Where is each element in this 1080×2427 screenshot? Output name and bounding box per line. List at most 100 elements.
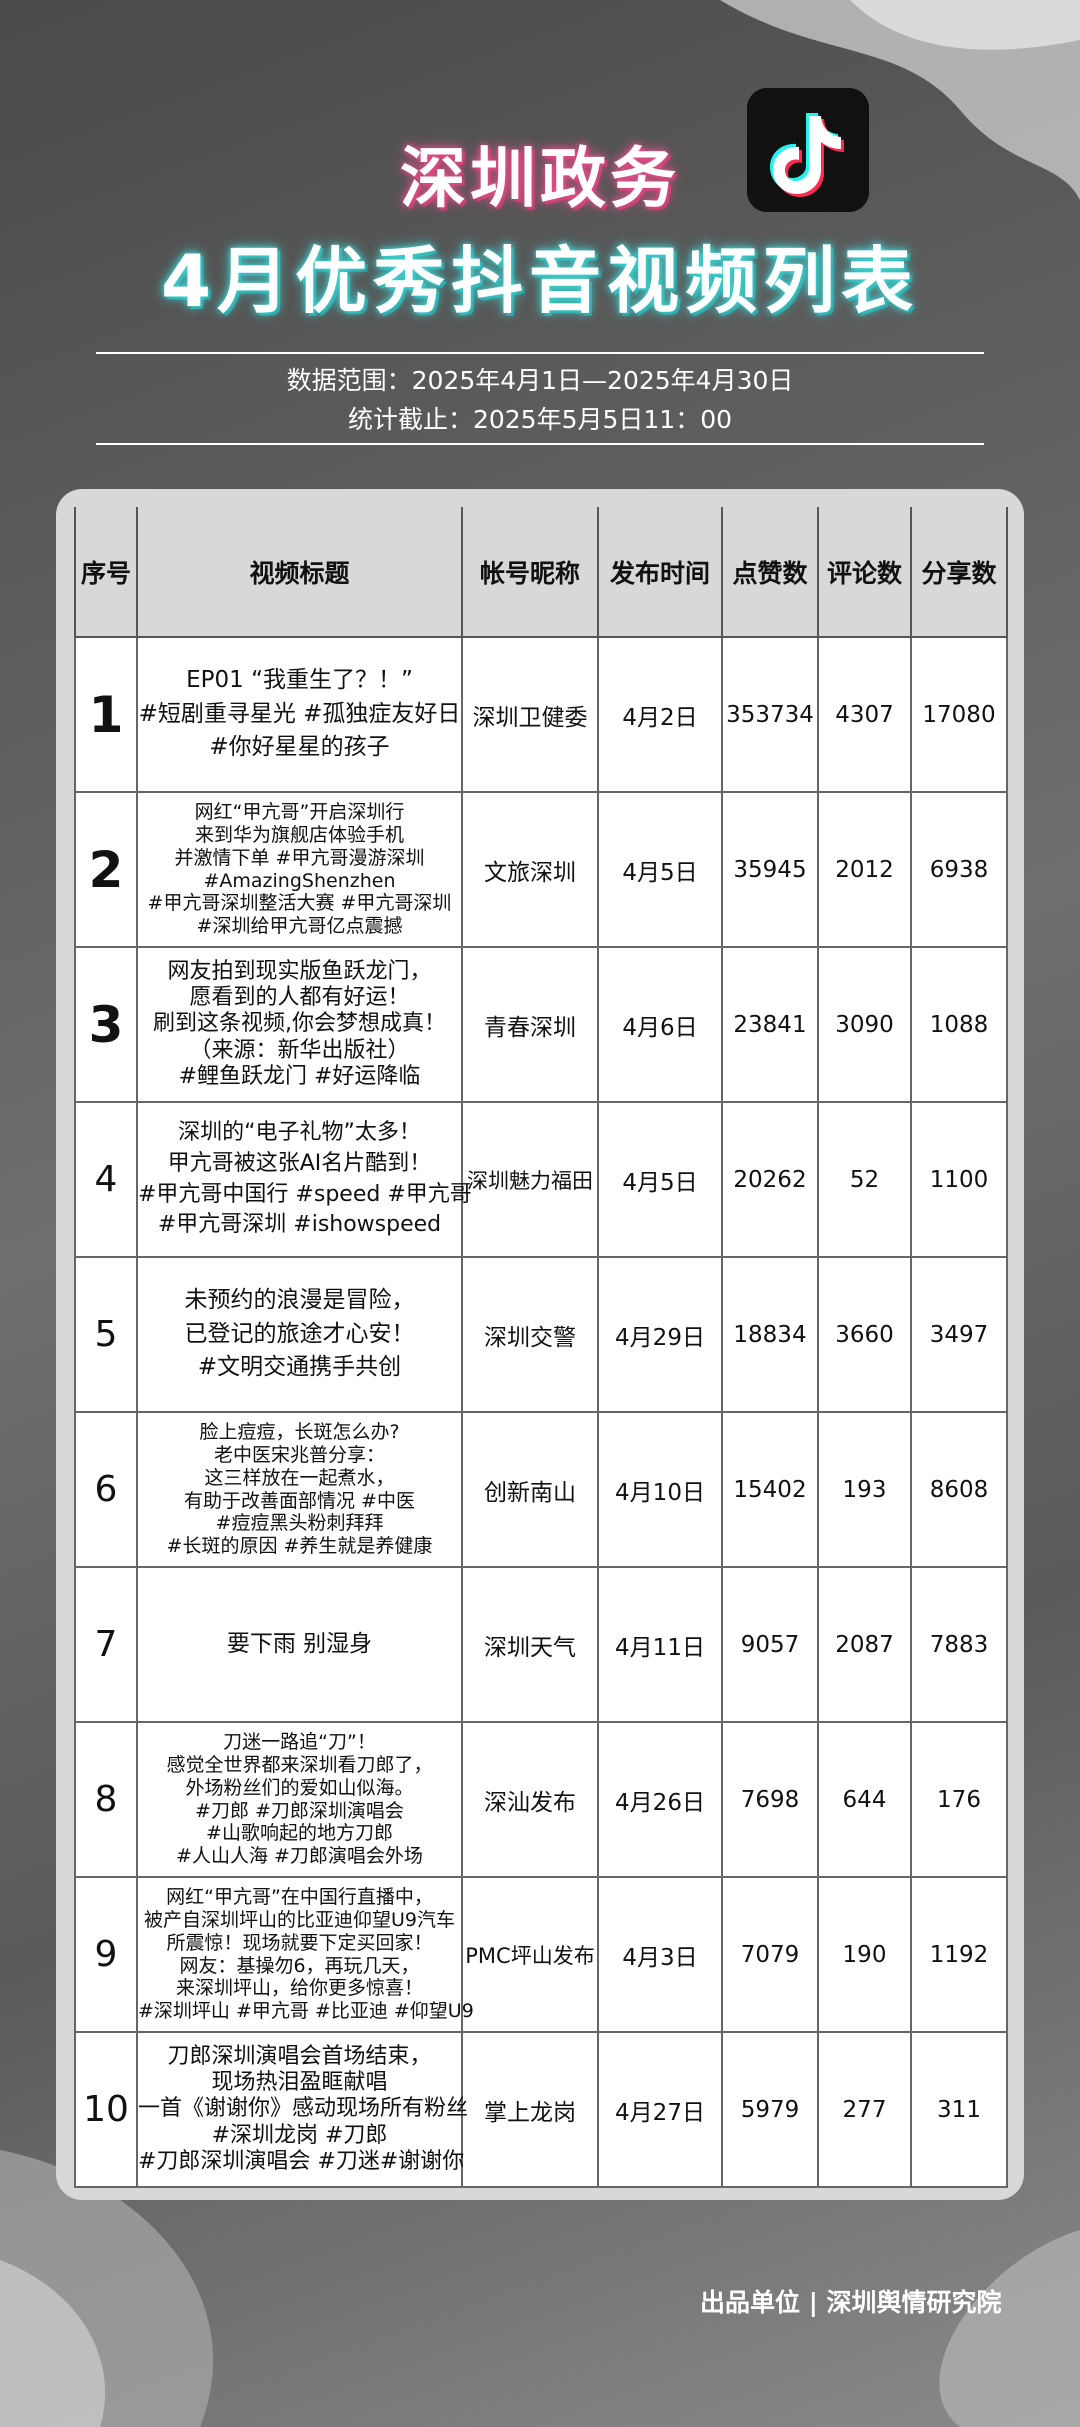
title-line: #人山人海 #刀郎演唱会外场	[176, 1845, 423, 1868]
comments: 52	[817, 1101, 912, 1258]
column-header: 发布时间	[597, 507, 723, 638]
shares: 7883	[910, 1566, 1008, 1723]
comments: 644	[817, 1721, 912, 1878]
title-line: #你好星星的孩子	[209, 734, 390, 761]
title-line: #山歌响起的地方刀郎	[206, 1822, 393, 1845]
account: 深圳魅力福田	[461, 1101, 599, 1258]
title-line: 网友拍到现实版鱼跃龙门，	[167, 958, 432, 984]
video-title: 深圳的“电子礼物”太多！ 甲亢哥被这张AI名片酷到！ #甲亢哥中国行 #speed …	[136, 1101, 472, 1258]
rank: 4	[74, 1101, 138, 1258]
account: 文旅深圳	[461, 791, 599, 948]
title-line: #深圳龙岗 #刀郎	[211, 2122, 388, 2148]
likes: 20262	[721, 1101, 819, 1258]
title-line: 网红“甲亢哥”开启深圳行	[194, 801, 405, 824]
video-title: 刀郎深圳演唱会首场结束， 现场热泪盈眶献唱 一首《谢谢你》感动现场所有粉丝 #深圳龙岗…	[136, 2031, 468, 2188]
title-line: 有助于改善面部情况 #中医	[184, 1489, 415, 1512]
comments: 3090	[817, 946, 912, 1103]
account: 深圳卫健委	[461, 636, 599, 793]
title-line: 刀郎深圳演唱会首场结束，	[167, 2043, 432, 2069]
rank: 6	[74, 1411, 138, 1568]
comments: 4307	[817, 636, 912, 793]
title-line: 未预约的浪漫是冒险，	[184, 1287, 415, 1314]
rank: 5	[74, 1256, 138, 1413]
table-row: 3 网友拍到现实版鱼跃龙门， 愿看到的人都有好运！ 刷到这条视频,你会梦想成真！ （来源…	[74, 946, 1008, 1103]
comments: 3660	[817, 1256, 912, 1413]
title-line1: 深圳政务	[400, 140, 680, 217]
title-line2: 4月优秀抖音视频列表	[160, 239, 920, 323]
title-line: 刀迷一路追“刀”！	[223, 1731, 376, 1754]
likes: 5979	[721, 2031, 819, 2188]
table-row: 6 脸上痘痘，长斑怎么办? 老中医宋兆普分享： 这三样放在一起煮水， 有助于改善面部情况…	[74, 1411, 1008, 1568]
video-title: 网红“甲亢哥”开启深圳行 来到华为旗舰店体验手机 并激情下单 #甲亢哥漫游深圳 #Am…	[136, 791, 463, 948]
date: 4月29日	[597, 1256, 723, 1413]
title-line: #AmazingShenzhen	[203, 869, 396, 892]
tiktok-icon	[747, 88, 869, 212]
account: 掌上龙岗	[461, 2031, 599, 2188]
shares: 1088	[910, 946, 1008, 1103]
date: 4月6日	[597, 946, 723, 1103]
title-line: EP01 “我重生了？！”	[186, 667, 413, 694]
shares: 1100	[910, 1101, 1008, 1258]
title-line: #文明交通携手共创	[197, 1354, 402, 1381]
title-line: 来到华为旗舰店体验手机	[194, 823, 404, 846]
title-line: #甲亢哥深圳整活大赛 #甲亢哥深圳	[147, 892, 452, 915]
date: 4月5日	[597, 791, 723, 948]
title-line: #刀郎深圳演唱会 #刀迷#谢谢你	[138, 2149, 465, 2175]
likes: 15402	[721, 1411, 819, 1568]
video-title: 要下雨 别湿身	[136, 1566, 463, 1723]
title-line: 来深圳坪山，给你更多惊喜！	[175, 1977, 423, 2000]
shares: 176	[910, 1721, 1008, 1878]
table-row: 5 未预约的浪漫是冒险， 已登记的旅途才心安！ #文明交通携手共创 深圳交警 4月29日 1…	[74, 1256, 1008, 1413]
table-row: 4 深圳的“电子礼物”太多！ 甲亢哥被这张AI名片酷到！ #甲亢哥中国行 #speed…	[74, 1101, 1008, 1258]
rank: 9	[74, 1876, 138, 2033]
rank: 3	[74, 946, 138, 1103]
likes: 7698	[721, 1721, 819, 1878]
table-row: 7 要下雨 别湿身 深圳天气 4月11日 9057 2087 7883	[74, 1566, 1008, 1723]
comments: 2087	[817, 1566, 912, 1723]
date: 4月5日	[597, 1101, 723, 1258]
title-line: 被产自深圳坪山的比亚迪仰望U9汽车	[144, 1908, 455, 1931]
header-row: 序号 视频标题 帐号昵称 发布时间 点赞数 评论数 分享数	[74, 507, 1008, 638]
table-row: 1 EP01 “我重生了？！” #短剧重寻星光 #孤独症友好日 #你好星星的孩子 深圳卫…	[74, 636, 1008, 793]
table-row: 9 网红“甲亢哥”在中国行直播中， 被产自深圳坪山的比亚迪仰望U9汽车 所震惊！现场就…	[74, 1876, 1008, 2033]
data-range: 数据范围：2025年4月1日—2025年4月30日	[286, 366, 794, 395]
rank: 2	[74, 791, 138, 948]
column-header: 帐号昵称	[461, 507, 599, 638]
title-line: 要下雨 别湿身	[226, 1630, 373, 1657]
title-line: 老中医宋兆普分享：	[213, 1443, 385, 1466]
comments: 193	[817, 1411, 912, 1568]
date: 4月27日	[597, 2031, 723, 2188]
date: 4月3日	[597, 1876, 723, 2033]
comments: 2012	[817, 791, 912, 948]
likes: 7079	[721, 1876, 819, 2033]
title-line: 网友：基操勿6，再玩几天，	[179, 1954, 420, 1977]
account: 深圳天气	[461, 1566, 599, 1723]
rank: 1	[74, 636, 138, 793]
date: 4月10日	[597, 1411, 723, 1568]
likes: 23841	[721, 946, 819, 1103]
title-line: 深圳的“电子礼物”太多！	[178, 1119, 421, 1145]
title-line: 感觉全世界都来深圳看刀郎了，	[166, 1753, 433, 1776]
shares: 17080	[910, 636, 1008, 793]
account: 青春深圳	[461, 946, 599, 1103]
title-line: 现场热泪盈眶献唱	[211, 2069, 388, 2095]
rank: 8	[74, 1721, 138, 1878]
title-line: 并激情下单 #甲亢哥漫游深圳	[174, 846, 425, 869]
video-title: EP01 “我重生了？！” #短剧重寻星光 #孤独症友好日 #你好星星的孩子	[136, 636, 463, 793]
column-header: 分享数	[910, 507, 1008, 638]
account: PMC坪山发布	[461, 1876, 599, 2033]
account: 深汕发布	[461, 1721, 599, 1878]
title-line: 网红“甲亢哥”在中国行直播中，	[166, 1886, 433, 1909]
video-title: 脸上痘痘，长斑怎么办? 老中医宋兆普分享： 这三样放在一起煮水， 有助于改善面部情况 …	[136, 1411, 463, 1568]
title-line: 已登记的旅途才心安！	[184, 1320, 415, 1347]
title-line: #甲亢哥深圳 #ishowspeed	[157, 1212, 442, 1238]
title-line: （来源：新华出版社）	[189, 1037, 410, 1063]
title-line: #甲亢哥中国行 #speed #甲亢哥	[138, 1181, 472, 1207]
video-title: 网友拍到现实版鱼跃龙门， 愿看到的人都有好运！ 刷到这条视频,你会梦想成真！ （来源：…	[136, 946, 463, 1103]
rank: 7	[74, 1566, 138, 1723]
table-row: 8 刀迷一路追“刀”！ 感觉全世界都来深圳看刀郎了， 外场粉丝们的爱如山似海。 #刀郎 …	[74, 1721, 1008, 1878]
account: 深圳交警	[461, 1256, 599, 1413]
date: 4月26日	[597, 1721, 723, 1878]
